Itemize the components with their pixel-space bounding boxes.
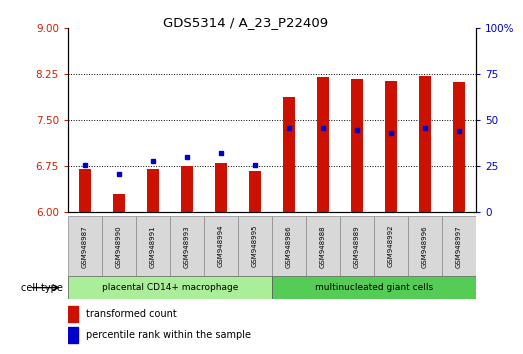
Text: GSM948996: GSM948996 bbox=[422, 225, 428, 268]
Text: placental CD14+ macrophage: placental CD14+ macrophage bbox=[102, 283, 238, 292]
Bar bbox=[68, 216, 102, 276]
Text: GSM948986: GSM948986 bbox=[286, 225, 292, 268]
Text: GSM948988: GSM948988 bbox=[320, 225, 326, 268]
Text: GSM948997: GSM948997 bbox=[456, 225, 462, 268]
Text: percentile rank within the sample: percentile rank within the sample bbox=[86, 330, 252, 340]
Bar bbox=[113, 194, 125, 212]
Bar bbox=[272, 216, 306, 276]
Bar bbox=[68, 306, 78, 322]
Bar bbox=[136, 216, 170, 276]
Text: multinucleated giant cells: multinucleated giant cells bbox=[315, 283, 433, 292]
Text: GSM948991: GSM948991 bbox=[150, 225, 156, 268]
Bar bbox=[351, 79, 363, 212]
Bar bbox=[68, 276, 272, 299]
Bar bbox=[204, 216, 238, 276]
Bar bbox=[79, 170, 91, 212]
Bar bbox=[170, 216, 204, 276]
Bar bbox=[147, 170, 159, 212]
Bar bbox=[306, 216, 340, 276]
Bar bbox=[385, 81, 397, 212]
Text: GSM948987: GSM948987 bbox=[82, 225, 88, 268]
Text: GSM948993: GSM948993 bbox=[184, 225, 190, 268]
Bar bbox=[238, 216, 272, 276]
Text: GDS5314 / A_23_P22409: GDS5314 / A_23_P22409 bbox=[163, 16, 328, 29]
Bar bbox=[340, 216, 374, 276]
Text: transformed count: transformed count bbox=[86, 309, 177, 319]
Text: GSM948992: GSM948992 bbox=[388, 225, 394, 268]
Bar bbox=[272, 276, 476, 299]
Bar bbox=[453, 82, 465, 212]
Bar bbox=[317, 78, 329, 212]
Bar bbox=[374, 216, 408, 276]
Text: GSM948995: GSM948995 bbox=[252, 225, 258, 268]
Bar bbox=[408, 216, 442, 276]
Text: GSM948994: GSM948994 bbox=[218, 225, 224, 268]
Bar bbox=[181, 166, 193, 212]
Text: cell type: cell type bbox=[21, 282, 63, 293]
Bar bbox=[442, 216, 476, 276]
Text: GSM948989: GSM948989 bbox=[354, 225, 360, 268]
Bar bbox=[283, 97, 295, 212]
Bar bbox=[215, 163, 227, 212]
Bar bbox=[68, 327, 78, 343]
Bar bbox=[419, 76, 431, 212]
Bar bbox=[249, 171, 261, 212]
Text: GSM948990: GSM948990 bbox=[116, 225, 122, 268]
Bar bbox=[102, 216, 136, 276]
